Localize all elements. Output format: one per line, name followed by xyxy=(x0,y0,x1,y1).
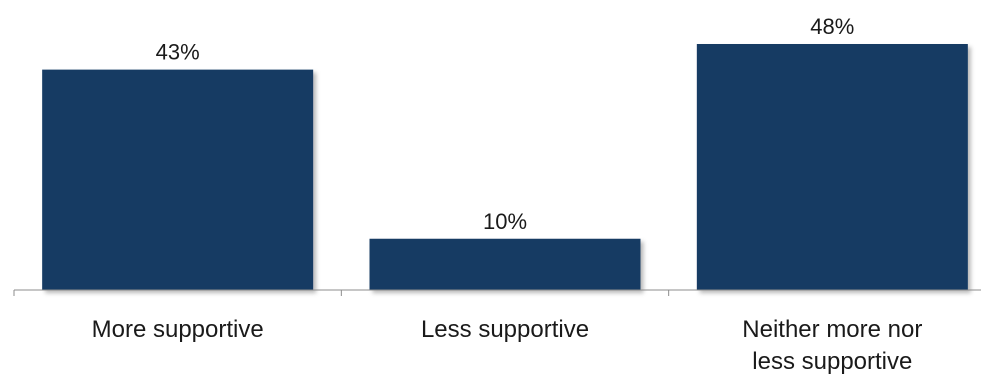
data-label-2: 10% xyxy=(483,209,527,234)
data-label-1: 43% xyxy=(156,40,200,65)
category-label-2: Less supportive xyxy=(421,316,589,343)
category-labels-layer: More supportive Less supportive Neither mo… xyxy=(92,316,923,375)
x-axis xyxy=(13,289,981,296)
category-label-3: Neither more nor less supportive xyxy=(742,316,922,375)
bar-3 xyxy=(696,44,968,290)
data-label-3: 48% xyxy=(810,14,854,39)
category-label-line: More supportive xyxy=(92,316,264,343)
bar-1 xyxy=(42,69,314,290)
bar-2 xyxy=(369,238,641,290)
category-label-line: Less supportive xyxy=(421,316,589,343)
bars-layer xyxy=(42,44,968,290)
category-label-line: Neither more nor xyxy=(742,316,922,343)
category-label-1: More supportive xyxy=(92,316,264,343)
data-labels-layer: 43% 10% 48% xyxy=(156,14,855,234)
category-label-line: less supportive xyxy=(752,348,912,375)
